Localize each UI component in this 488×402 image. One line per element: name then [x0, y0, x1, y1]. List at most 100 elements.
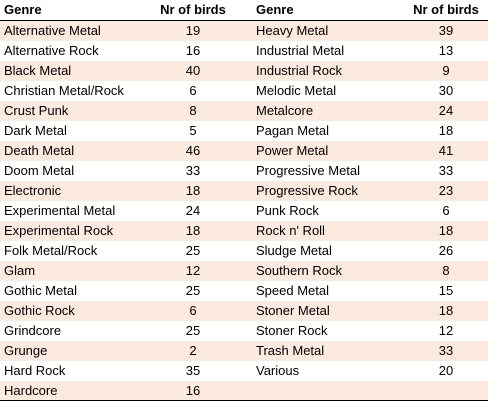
genre-cell-left: Gothic Metal	[0, 281, 154, 301]
count-cell-right: 24	[404, 101, 488, 121]
table-row: Folk Metal/Rock 25 Sludge Metal 26	[0, 241, 488, 261]
count-cell-left: 16	[154, 41, 232, 61]
genre-cell-left: Christian Metal/Rock	[0, 81, 154, 101]
table-row: Alternative Rock 16 Industrial Metal 13	[0, 41, 488, 61]
table-row: Black Metal 40 Industrial Rock 9	[0, 61, 488, 81]
table-row: Experimental Metal 24 Punk Rock 6	[0, 201, 488, 221]
genre-cell-left: Glam	[0, 261, 154, 281]
count-cell-right: 41	[404, 141, 488, 161]
genre-cell-right: Power Metal	[252, 141, 404, 161]
genre-cell-right: Stoner Rock	[252, 321, 404, 341]
genre-cell-left: Grunge	[0, 341, 154, 361]
genre-cell-left: Hard Rock	[0, 361, 154, 381]
genre-cell-left: Electronic	[0, 181, 154, 201]
table-row: Gothic Rock 6 Stoner Metal 18	[0, 301, 488, 321]
count-cell-left: 8	[154, 101, 232, 121]
count-cell-right: 6	[404, 201, 488, 221]
count-cell-left: 18	[154, 181, 232, 201]
header-count-left: Nr of birds	[154, 0, 232, 21]
count-cell-left: 5	[154, 121, 232, 141]
genre-cell-right: Pagan Metal	[252, 121, 404, 141]
count-cell-right: 8	[404, 261, 488, 281]
genre-cell-right: Industrial Rock	[252, 61, 404, 81]
spacer-cell	[232, 281, 252, 301]
count-cell-right: 15	[404, 281, 488, 301]
spacer-cell	[232, 221, 252, 241]
count-cell-right: 18	[404, 121, 488, 141]
table-row: Alternative Metal 19 Heavy Metal 39	[0, 20, 488, 41]
genre-cell-left: Grindcore	[0, 321, 154, 341]
count-cell-right: 23	[404, 181, 488, 201]
count-cell-left: 19	[154, 20, 232, 41]
spacer-cell	[232, 41, 252, 61]
spacer-cell	[232, 20, 252, 41]
spacer-cell	[232, 121, 252, 141]
genre-cell-right: Punk Rock	[252, 201, 404, 221]
genre-cell-left: Dark Metal	[0, 121, 154, 141]
count-cell-left: 25	[154, 321, 232, 341]
spacer-cell	[232, 301, 252, 321]
genre-cell-right: Melodic Metal	[252, 81, 404, 101]
count-cell-left: 35	[154, 361, 232, 381]
genre-cell-right: Stoner Metal	[252, 301, 404, 321]
count-cell-right: 33	[404, 161, 488, 181]
count-cell-left: 6	[154, 81, 232, 101]
spacer-cell	[232, 81, 252, 101]
count-cell-left: 16	[154, 381, 232, 401]
genre-cell-left: Black Metal	[0, 61, 154, 81]
genre-cell-right: Sludge Metal	[252, 241, 404, 261]
count-cell-left: 25	[154, 281, 232, 301]
count-cell-left: 24	[154, 201, 232, 221]
header-genre-left: Genre	[0, 0, 154, 21]
table-bottom-rule	[0, 400, 488, 401]
count-cell-right: 33	[404, 341, 488, 361]
count-cell-right: 12	[404, 321, 488, 341]
genre-cell-left: Hardcore	[0, 381, 154, 401]
table-row: Glam 12 Southern Rock 8	[0, 261, 488, 281]
spacer-cell	[232, 341, 252, 361]
count-cell-right: 18	[404, 221, 488, 241]
genre-cell-left: Gothic Rock	[0, 301, 154, 321]
genre-cell-right: Heavy Metal	[252, 20, 404, 41]
count-cell-right	[404, 381, 488, 401]
table-row: Electronic 18 Progressive Rock 23	[0, 181, 488, 201]
genre-cell-right	[252, 381, 404, 401]
genre-cell-left: Alternative Metal	[0, 20, 154, 41]
genre-cell-left: Doom Metal	[0, 161, 154, 181]
count-cell-left: 2	[154, 341, 232, 361]
header-count-right: Nr of birds	[404, 0, 488, 21]
spacer-cell	[232, 321, 252, 341]
count-cell-right: 39	[404, 20, 488, 41]
genre-cell-right: Rock n' Roll	[252, 221, 404, 241]
spacer-cell	[232, 381, 252, 401]
count-cell-right: 9	[404, 61, 488, 81]
header-genre-right: Genre	[252, 0, 404, 21]
spacer-cell	[232, 181, 252, 201]
table-row: Gothic Metal 25 Speed Metal 15	[0, 281, 488, 301]
count-cell-left: 18	[154, 221, 232, 241]
spacer-cell	[232, 241, 252, 261]
table-row: Dark Metal 5 Pagan Metal 18	[0, 121, 488, 141]
genre-cell-right: Speed Metal	[252, 281, 404, 301]
table-row: Doom Metal 33 Progressive Metal 33	[0, 161, 488, 181]
count-cell-right: 30	[404, 81, 488, 101]
genre-cell-left: Crust Punk	[0, 101, 154, 121]
count-cell-left: 46	[154, 141, 232, 161]
count-cell-right: 18	[404, 301, 488, 321]
table-body: Alternative Metal 19 Heavy Metal 39 Alternat…	[0, 20, 488, 401]
count-cell-left: 40	[154, 61, 232, 81]
genre-cell-left: Alternative Rock	[0, 41, 154, 61]
spacer-cell	[232, 141, 252, 161]
spacer-cell	[232, 101, 252, 121]
count-cell-right: 20	[404, 361, 488, 381]
table-row: Grindcore 25 Stoner Rock 12	[0, 321, 488, 341]
count-cell-left: 25	[154, 241, 232, 261]
spacer-cell	[232, 361, 252, 381]
table-row: Experimental Rock 18 Rock n' Roll 18	[0, 221, 488, 241]
genre-cell-left: Experimental Rock	[0, 221, 154, 241]
table-row: Death Metal 46 Power Metal 41	[0, 141, 488, 161]
count-cell-left: 33	[154, 161, 232, 181]
count-cell-left: 6	[154, 301, 232, 321]
